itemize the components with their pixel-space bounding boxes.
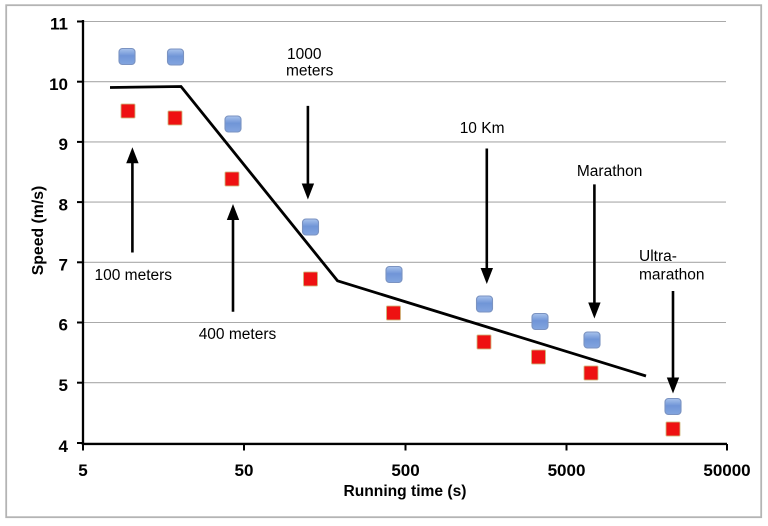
- svg-text:Ultra-: Ultra-: [639, 248, 677, 265]
- svg-text:10 Km: 10 Km: [460, 120, 505, 137]
- svg-text:9: 9: [59, 135, 68, 154]
- svg-text:7: 7: [59, 256, 68, 275]
- svg-text:4: 4: [59, 437, 69, 456]
- svg-text:marathon: marathon: [639, 267, 704, 284]
- svg-text:50: 50: [235, 461, 254, 480]
- svg-text:100 meters: 100 meters: [95, 267, 173, 284]
- svg-text:50000: 50000: [703, 461, 750, 480]
- svg-text:Running time (s): Running time (s): [343, 483, 466, 500]
- svg-text:meters: meters: [286, 63, 334, 80]
- svg-text:10: 10: [49, 75, 68, 94]
- svg-text:Marathon: Marathon: [577, 163, 642, 180]
- svg-text:8: 8: [59, 195, 68, 214]
- svg-text:5: 5: [59, 376, 68, 395]
- svg-text:500: 500: [391, 461, 419, 480]
- svg-text:1000: 1000: [287, 46, 322, 63]
- svg-text:Speed (m/s): Speed (m/s): [30, 186, 47, 276]
- svg-text:11: 11: [50, 15, 68, 34]
- svg-text:400 meters: 400 meters: [199, 326, 277, 343]
- svg-text:5000: 5000: [548, 461, 586, 480]
- svg-text:6: 6: [59, 316, 68, 335]
- svg-text:5: 5: [78, 461, 87, 480]
